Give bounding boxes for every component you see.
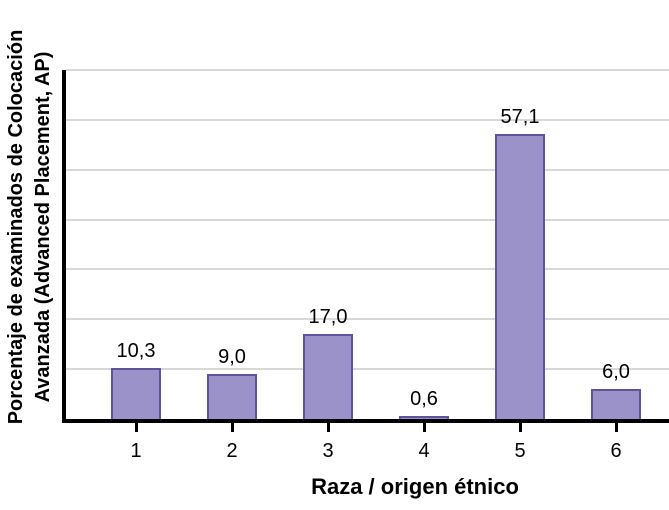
bar-category-5 (495, 134, 545, 419)
gridline (66, 69, 669, 71)
bar-category-2 (207, 374, 257, 419)
bar-category-4 (399, 416, 449, 419)
y-axis-title-line1: Porcentaje de examinados de Colocación (5, 29, 27, 425)
x-tick-label: 6 (610, 440, 622, 462)
x-tick-label: 4 (418, 440, 430, 462)
y-axis-title-line2: Avanzada (Advanced Placement, AP) (32, 51, 54, 403)
bar-category-6 (591, 389, 641, 419)
gridline (66, 318, 669, 321)
x-tick (231, 423, 234, 432)
bar-value-label: 9,0 (218, 346, 246, 368)
bar-category-3 (303, 334, 353, 419)
x-tick (135, 423, 138, 432)
x-axis-title: Raza / origen étnico (311, 474, 519, 499)
x-tick (327, 423, 330, 432)
x-tick (615, 423, 618, 432)
x-tick-label: 3 (322, 440, 334, 462)
x-tick (423, 423, 426, 432)
gridline (66, 368, 669, 371)
bar-value-label: 10,3 (116, 340, 156, 362)
gridline (66, 218, 669, 221)
y-axis-title: Porcentaje de examinados de Colocación A… (3, 30, 57, 425)
x-tick (519, 423, 522, 432)
bar-category-1 (111, 368, 161, 419)
plot-area: 10,3 9,0 17,0 0,6 57,1 6,0 (66, 69, 669, 419)
gridline (66, 268, 669, 271)
x-tick-label: 1 (130, 440, 142, 462)
bar-value-label: 0,6 (410, 388, 438, 410)
bar-value-label: 57,1 (500, 106, 540, 128)
x-axis-line (62, 419, 669, 423)
x-tick-label: 2 (226, 440, 238, 462)
bar-value-label: 17,0 (308, 306, 348, 328)
gridline (66, 168, 669, 171)
bar-value-label: 6,0 (602, 361, 630, 383)
gridline (66, 118, 669, 121)
x-tick-label: 5 (514, 440, 526, 462)
y-axis-line (62, 70, 66, 423)
